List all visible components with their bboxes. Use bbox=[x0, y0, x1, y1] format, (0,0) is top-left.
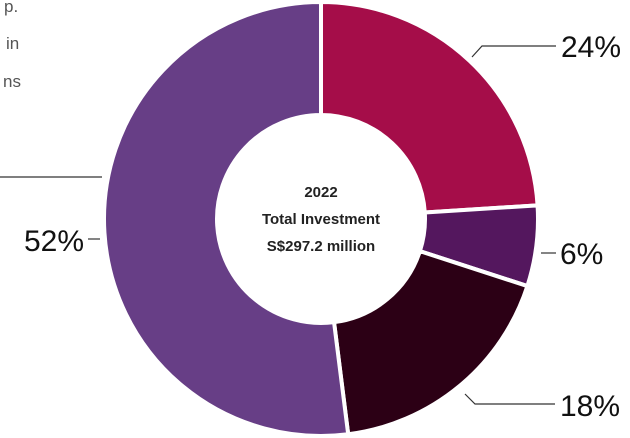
donut-hole bbox=[217, 115, 425, 323]
leader-line-24 bbox=[471, 45, 556, 58]
percent-label-52: 52% bbox=[24, 225, 84, 258]
percent-label-6: 6% bbox=[560, 238, 603, 271]
center-amount: S$297.2 million bbox=[267, 238, 375, 255]
percent-label-24: 24% bbox=[561, 31, 621, 64]
cropped-text-line-2: in bbox=[6, 34, 20, 53]
leader-line-18 bbox=[464, 393, 555, 405]
cropped-text-line-1: p. bbox=[4, 0, 19, 16]
cropped-text-line-3: ns bbox=[3, 72, 21, 91]
center-year: 2022 bbox=[304, 184, 337, 201]
percent-label-18: 18% bbox=[560, 390, 620, 423]
leader-lines bbox=[0, 45, 556, 405]
center-title: Total Investment bbox=[262, 211, 380, 228]
percentage-labels: 24% 6% 18% 52% bbox=[24, 31, 621, 423]
